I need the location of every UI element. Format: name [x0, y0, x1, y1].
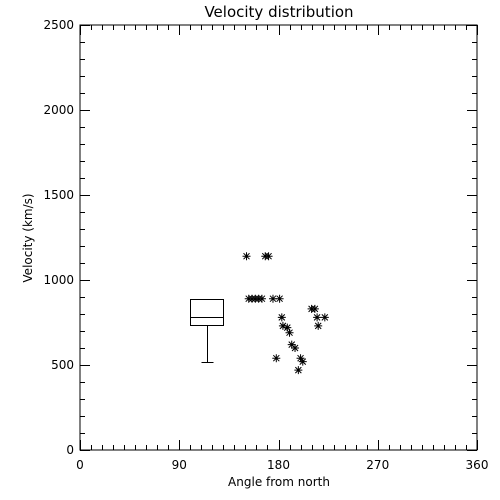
data-point: [242, 252, 251, 261]
y-tick-label: 2000: [43, 103, 74, 117]
x-tick-label: 360: [466, 458, 489, 472]
data-point: [283, 323, 292, 332]
x-tick-label: 0: [76, 458, 84, 472]
x-tick-label: 90: [172, 458, 187, 472]
data-point: [268, 294, 277, 303]
x-tick-label: 180: [267, 458, 290, 472]
y-axis-label: Velocity (km/s): [21, 193, 35, 282]
plot-frame: [79, 24, 478, 451]
data-point: [285, 328, 294, 337]
box-iqr: [190, 299, 224, 326]
axis-ticks: [80, 25, 478, 451]
data-point: [272, 354, 281, 363]
data-point: [310, 304, 319, 313]
x-axis-label: Angle from north: [228, 475, 330, 489]
data-point: [278, 321, 287, 330]
data-points: [242, 252, 329, 375]
boxplot: [190, 299, 224, 363]
data-point: [264, 252, 273, 261]
y-tick-label: 500: [51, 358, 74, 372]
data-point: [294, 366, 303, 375]
y-tick-label: 1500: [43, 188, 74, 202]
data-point: [287, 340, 296, 349]
y-tick-labels: 0 500 1000 1500 2000 2500: [43, 18, 74, 457]
x-tick-label: 270: [366, 458, 389, 472]
data-point: [313, 313, 322, 322]
data-point: [257, 294, 266, 303]
x-tick-labels: 0 90 180 270 360: [76, 458, 488, 472]
data-point: [291, 344, 300, 352]
data-point: [320, 313, 329, 322]
chart-title: Velocity distribution: [204, 3, 353, 21]
y-tick-label: 1000: [43, 273, 74, 287]
y-tick-label: 2500: [43, 18, 74, 32]
data-point: [314, 321, 323, 330]
data-point: [277, 313, 286, 322]
data-point: [296, 354, 305, 363]
data-point: [275, 294, 284, 303]
data-point: [298, 357, 307, 366]
y-tick-label: 0: [66, 443, 74, 457]
